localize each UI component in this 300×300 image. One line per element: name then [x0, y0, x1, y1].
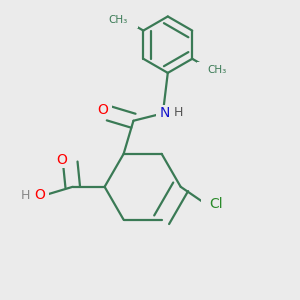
Bar [169, 105, 188, 121]
Bar [156, 105, 174, 121]
Text: H: H [21, 189, 30, 202]
Text: H: H [174, 106, 183, 119]
Text: CH₃: CH₃ [109, 14, 128, 25]
Text: CH₃: CH₃ [208, 65, 227, 75]
Bar [94, 102, 112, 118]
Text: O: O [34, 188, 45, 203]
Bar [52, 152, 71, 168]
Bar [201, 196, 230, 212]
Text: N: N [160, 106, 170, 120]
Bar [16, 188, 35, 203]
Text: O: O [97, 103, 108, 117]
Text: O: O [56, 153, 67, 167]
Bar [197, 62, 238, 78]
Bar [98, 12, 138, 28]
Text: Cl: Cl [209, 197, 223, 211]
Bar [30, 188, 49, 203]
